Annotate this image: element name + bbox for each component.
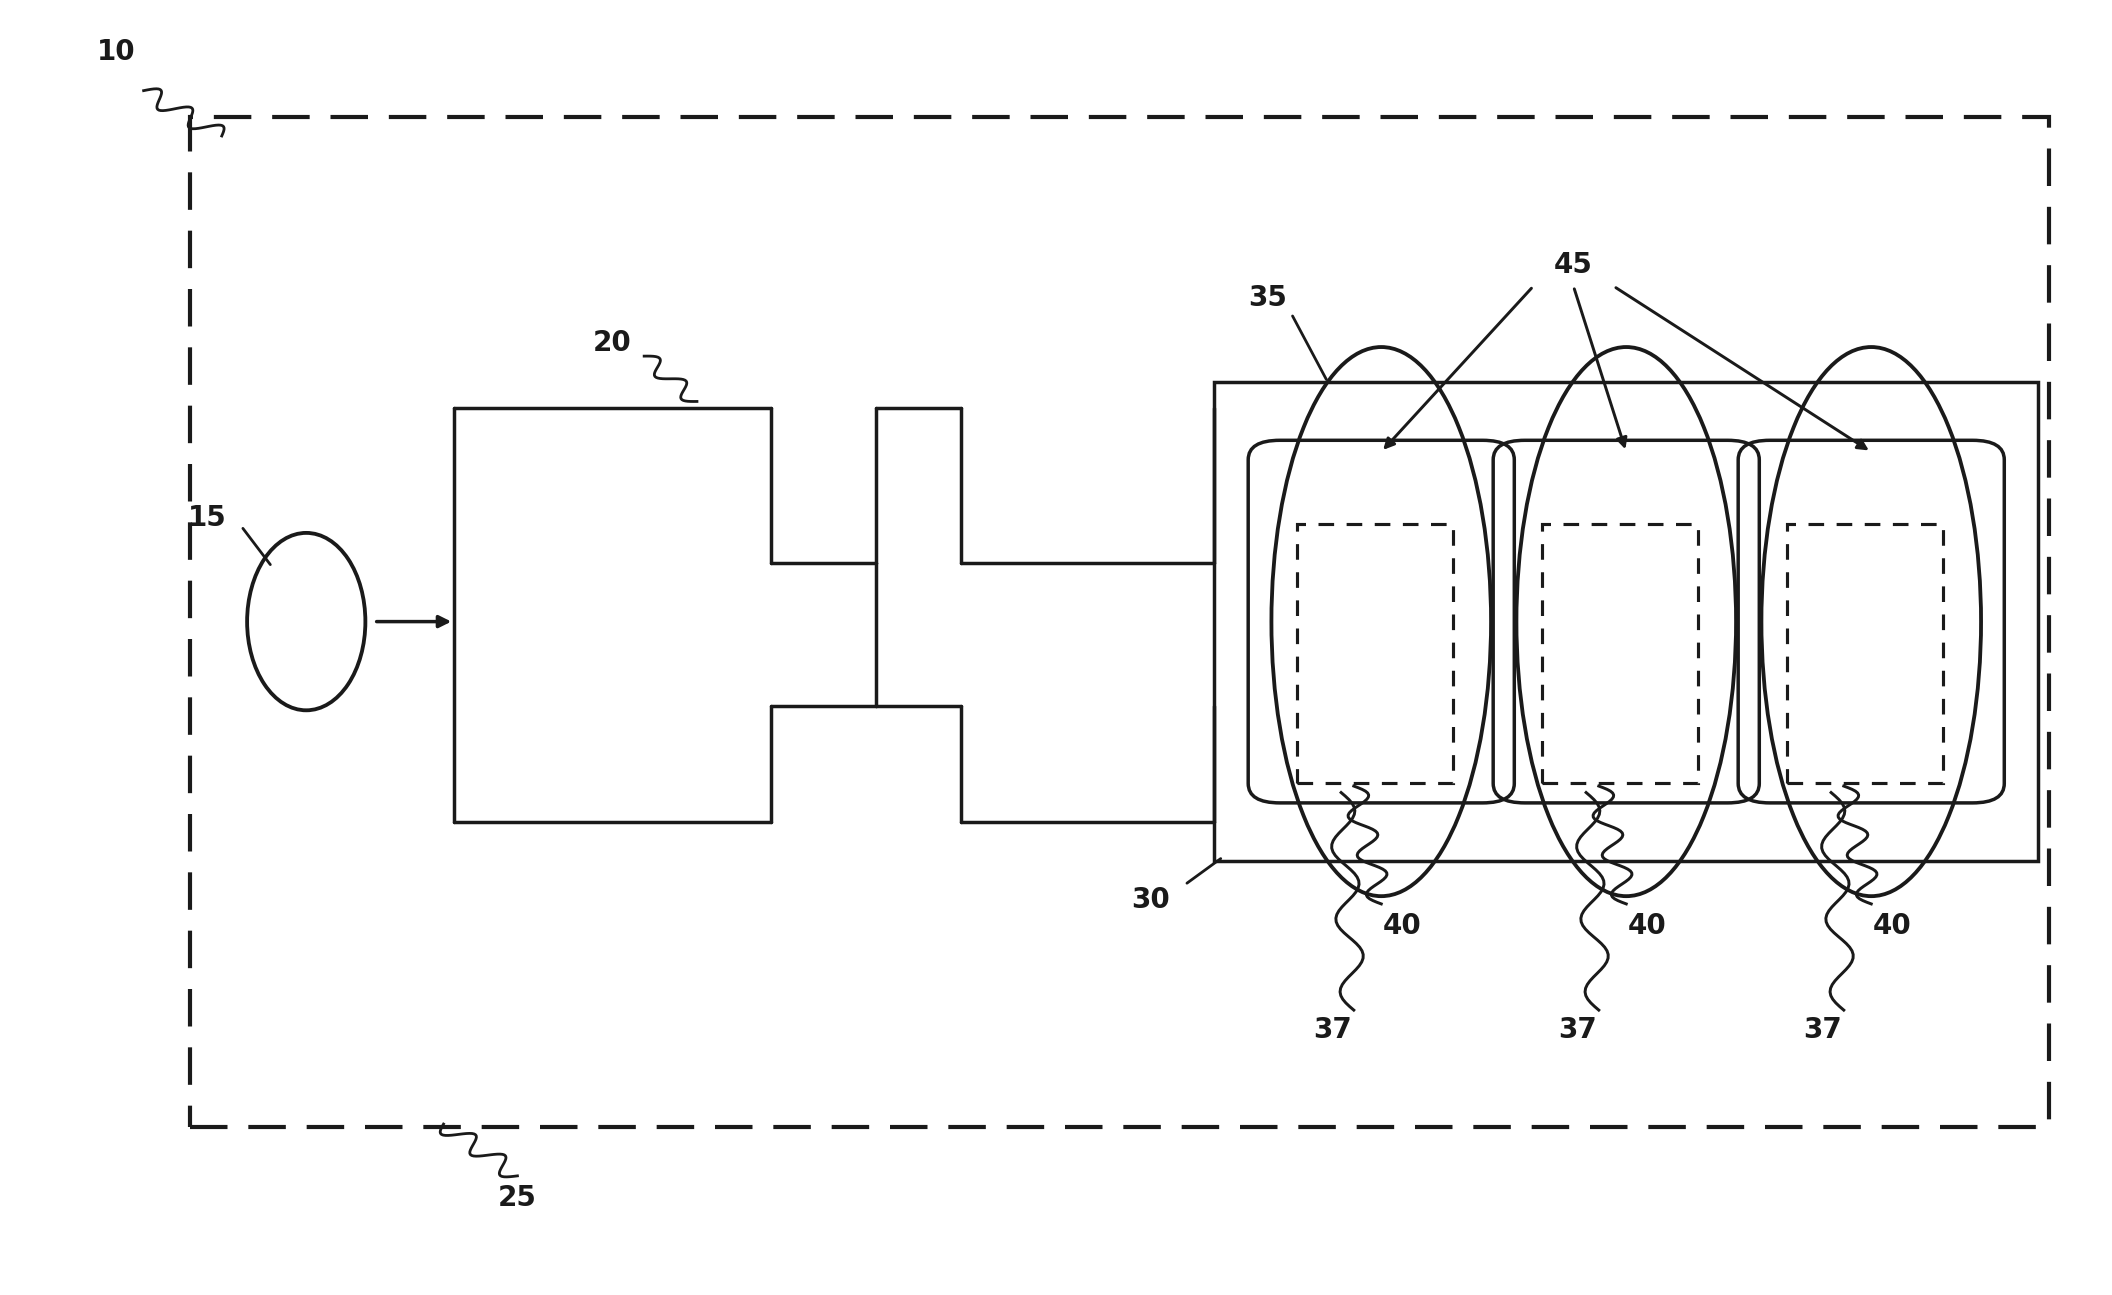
Text: 37: 37: [1804, 1015, 1842, 1044]
Text: 37: 37: [1559, 1015, 1597, 1044]
Text: 25: 25: [498, 1184, 536, 1212]
Text: 37: 37: [1314, 1015, 1352, 1044]
Text: 40: 40: [1383, 912, 1421, 940]
Bar: [190, 117, 2049, 1127]
Text: 20: 20: [593, 329, 631, 357]
Text: 35: 35: [1248, 284, 1286, 312]
Text: 40: 40: [1628, 912, 1666, 940]
Text: 15: 15: [188, 504, 226, 532]
Text: 10: 10: [97, 38, 135, 66]
Text: 45: 45: [1554, 251, 1592, 280]
Text: 30: 30: [1132, 886, 1170, 914]
Bar: [1214, 382, 2038, 861]
Text: 40: 40: [1873, 912, 1911, 940]
